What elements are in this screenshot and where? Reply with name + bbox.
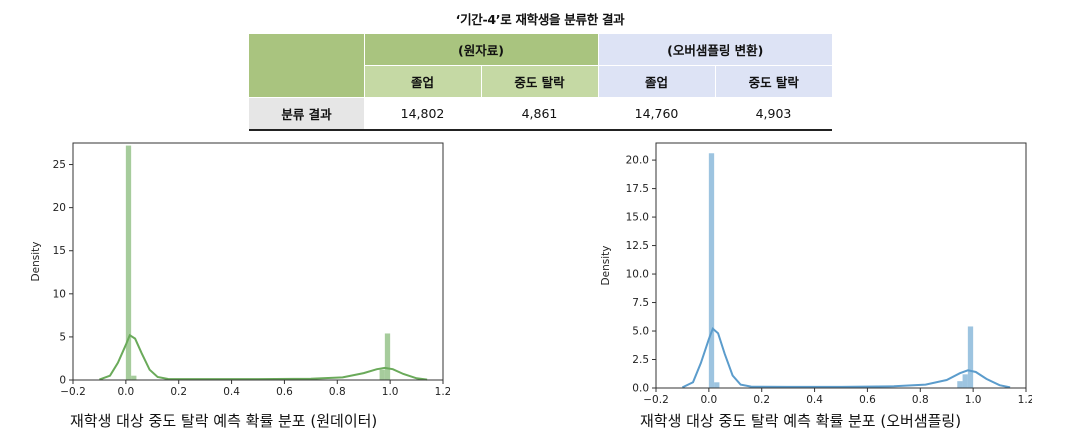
value-raw-dropout: 4,861 — [481, 97, 598, 131]
x-tick-label: 1.2 — [435, 386, 450, 398]
x-tick-label: 1.2 — [1018, 394, 1032, 403]
histogram-bar-0 — [125, 145, 132, 380]
row-label: 분류 결과 — [249, 97, 364, 131]
x-tick-label: 0.2 — [170, 386, 187, 398]
y-tick-label: 5.0 — [632, 326, 649, 338]
y-tick-label: 0 — [59, 375, 66, 387]
y-tick-label: 7.5 — [632, 297, 649, 309]
x-tick-label: 0.0 — [118, 386, 135, 398]
caption-raw-data: 재학생 대상 중도 탈락 예측 확률 분포 (원데이터) — [70, 412, 378, 430]
x-tick-label: −0.2 — [60, 386, 86, 398]
histogram-bar-1 — [714, 382, 720, 388]
y-tick-label: 0.0 — [632, 383, 649, 395]
y-tick-label: 20.0 — [626, 155, 649, 167]
x-tick-label: 0.2 — [753, 394, 770, 403]
y-tick-label: 2.5 — [632, 354, 649, 366]
subheader-raw-dropout: 중도 탈락 — [480, 65, 598, 98]
subheader-over-graduate: 졸업 — [597, 65, 715, 98]
caption-oversampled: 재학생 대상 중도 탈락 예측 확률 분포 (오버샘플링) — [640, 412, 962, 430]
result-table: (원자료) (오버샘플링 변환) 졸업 중도 탈락 졸업 중도 탈락 분류 결과… — [249, 34, 832, 131]
kde-curve — [681, 327, 1011, 389]
histogram-bar-1 — [131, 375, 137, 380]
x-tick-label: 0.6 — [859, 394, 876, 403]
histogram-bar-4 — [967, 326, 974, 388]
y-axis-label: Density — [600, 246, 612, 286]
y-tick-label: 5 — [59, 331, 66, 343]
x-tick-label: 0.0 — [701, 394, 718, 403]
y-tick-label: 15.0 — [626, 212, 649, 224]
x-tick-label: 0.4 — [806, 394, 823, 403]
x-tick-label: 0.8 — [329, 386, 346, 398]
x-tick-label: 0.8 — [912, 394, 929, 403]
y-axis-label: Density — [30, 242, 42, 282]
chart-raw-data: −0.2 0.0 0.2 0.4 0.6 0.8 1.0 1.2 0 5 10 15 20 25 Densi… — [30, 142, 450, 398]
subheader-over-dropout: 중도 탈락 — [714, 65, 832, 98]
x-tick-label: −0.2 — [643, 394, 669, 403]
histogram-bar-2 — [957, 381, 963, 388]
y-tick-label: 12.5 — [626, 240, 649, 252]
y-tick-label: 25 — [53, 159, 66, 171]
value-over-dropout: 4,903 — [715, 97, 832, 131]
chart-oversampled: −0.2 0.0 0.2 0.4 0.6 0.8 1.0 1.20.02.55.07.510.… — [600, 142, 1032, 403]
y-tick-label: 20 — [53, 202, 66, 214]
group-header-raw: (원자료) — [363, 34, 598, 66]
table-corner-cell — [249, 34, 364, 98]
histogram-bar-3 — [962, 374, 968, 388]
y-tick-label: 10.0 — [626, 269, 649, 281]
plot-frame — [655, 142, 1027, 389]
histogram-bar-2 — [379, 369, 385, 380]
histogram-bar-3 — [384, 333, 391, 380]
plot-frame — [72, 142, 444, 381]
histogram-bar-0 — [708, 153, 715, 388]
value-over-graduate: 14,760 — [598, 97, 715, 131]
value-raw-graduate: 14,802 — [364, 97, 481, 131]
group-header-oversampled: (오버샘플링 변환) — [597, 34, 832, 66]
kde-curve — [99, 333, 428, 381]
y-tick-label: 15 — [53, 245, 66, 257]
x-tick-label: 1.0 — [382, 386, 399, 398]
x-tick-label: 0.6 — [276, 386, 293, 398]
x-tick-label: 1.0 — [965, 394, 982, 403]
subheader-raw-graduate: 졸업 — [363, 65, 481, 98]
y-tick-label: 17.5 — [626, 183, 649, 195]
x-tick-label: 0.4 — [223, 386, 240, 398]
table-title: ‘기간-4’로 재학생을 분류한 결과 — [455, 12, 625, 27]
y-tick-label: 10 — [53, 288, 66, 300]
